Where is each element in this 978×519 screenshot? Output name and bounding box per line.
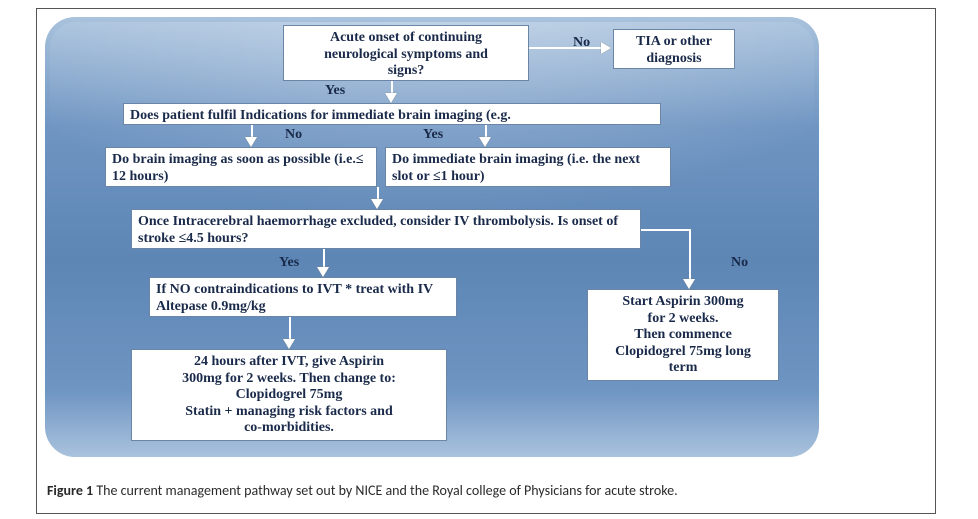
figure-frame: Acute onset of continuingneurological sy… xyxy=(36,8,936,514)
node-tia: TIA or other diagnosis xyxy=(613,29,735,69)
edge-q3-asa-v xyxy=(689,229,691,281)
edge-ivt-post xyxy=(289,317,291,341)
node-ivt: If NO contraindications to IVT * treat w… xyxy=(149,277,457,317)
arrow-ivt-post xyxy=(283,339,295,349)
label-q2-no: No xyxy=(285,127,302,143)
flowchart-panel: Acute onset of continuingneurological sy… xyxy=(45,17,819,457)
node-indications: Does patient fulfil Indications for imme… xyxy=(123,103,661,125)
figure-number: Figure 1 xyxy=(47,482,93,499)
arrow-img-q3 xyxy=(371,199,383,209)
arrow-q1-tia xyxy=(601,42,611,54)
node-thrombolysis-q: Once Intracerebral haemorrhage excluded,… xyxy=(131,209,641,249)
edge-q1-tia xyxy=(529,47,601,49)
label-q2-yes: Yes xyxy=(423,127,443,143)
node-aspirin: Start Aspirin 300mgfor 2 weeks.Then comm… xyxy=(587,289,779,381)
label-q1-yes: Yes xyxy=(325,83,345,99)
node-post-ivt: 24 hours after IVT, give Aspirin300mg fo… xyxy=(131,349,447,441)
arrow-q2-soon xyxy=(245,137,257,147)
arrow-q2-now xyxy=(479,137,491,147)
figure-caption-text: The current management pathway set out b… xyxy=(93,482,677,499)
label-q3-no: No xyxy=(731,255,748,271)
figure-caption: Figure 1 The current management pathway … xyxy=(47,482,678,499)
edge-q3-ivt xyxy=(323,249,325,269)
arrow-q3-ivt xyxy=(317,267,329,277)
arrow-q1-q2 xyxy=(385,93,397,103)
arrow-q3-asa xyxy=(683,279,695,289)
label-q3-yes: Yes xyxy=(279,255,299,271)
node-acute-onset: Acute onset of continuingneurological sy… xyxy=(283,25,529,81)
edge-q3-asa-h xyxy=(641,229,691,231)
node-imaging-now: Do immediate brain imaging (i.e. the nex… xyxy=(385,147,671,187)
node-imaging-soon: Do brain imaging as soon as possible (i.… xyxy=(105,147,377,187)
